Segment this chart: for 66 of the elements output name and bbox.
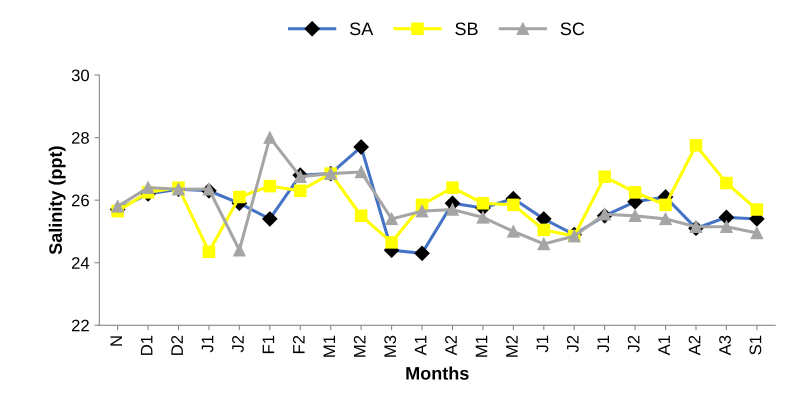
x-tick-label: A1 (414, 336, 426, 356)
point (507, 198, 520, 212)
x-tick-label: A3 (719, 336, 731, 356)
legend-label: SB (455, 22, 478, 36)
x-tick-label: M1 (324, 336, 336, 357)
x-tick-label: F2 (292, 336, 305, 354)
point (538, 224, 550, 236)
point (720, 220, 733, 233)
x-tick-label: M2 (354, 336, 366, 357)
point (476, 197, 490, 210)
point (628, 210, 642, 222)
y-tick-label: 24 (72, 257, 90, 269)
point (507, 225, 520, 238)
point (111, 200, 124, 213)
point (385, 212, 398, 226)
point (264, 180, 276, 192)
point (720, 176, 733, 190)
y-tick-label: 28 (72, 132, 89, 144)
x-tick-label: J1 (202, 336, 214, 352)
x-tick-label: F1 (262, 336, 274, 354)
x-tick-label: A2 (688, 336, 700, 356)
y-tick-label: 30 (72, 69, 90, 82)
point (233, 244, 246, 256)
x-tick-label: S1 (750, 336, 762, 355)
y-tick-label: 22 (72, 320, 89, 332)
x-tick-label: A2 (445, 336, 457, 356)
x-tick-label: J1 (598, 336, 610, 352)
x-tick-label: A1 (658, 336, 670, 356)
x-tick-label: M1 (476, 336, 488, 357)
point (354, 210, 368, 222)
point (446, 203, 459, 216)
point (598, 170, 611, 183)
x-tick-label: M2 (506, 336, 518, 357)
point (264, 131, 276, 144)
point (659, 198, 672, 212)
x-tick-label: N (110, 336, 122, 346)
x-tick-label: D1 (140, 336, 152, 355)
point (750, 226, 764, 240)
x-tick-label: M3 (384, 336, 396, 357)
point (476, 211, 490, 224)
x-tick-label: J1 (536, 336, 548, 352)
point (598, 208, 611, 220)
point (142, 181, 154, 194)
legend-label: SA (350, 22, 374, 36)
x-tick-label: J2 (566, 336, 579, 352)
point (416, 204, 428, 218)
point (538, 238, 550, 250)
point (202, 246, 216, 258)
point (202, 182, 216, 196)
y-axis-title: Salinity (ppt) (48, 146, 66, 254)
point (354, 166, 368, 178)
point (446, 181, 459, 194)
y-tick-label: 26 (72, 194, 89, 206)
x-axis-title: Months (406, 366, 469, 380)
point (690, 139, 702, 152)
x-tick-label: J2 (628, 336, 640, 352)
point (659, 212, 672, 226)
point (690, 220, 702, 233)
point (385, 236, 398, 249)
point (750, 203, 764, 216)
x-tick-label: D2 (171, 336, 183, 355)
point (628, 186, 642, 199)
point (294, 184, 307, 198)
point (233, 190, 246, 204)
legend-label: SC (560, 22, 584, 36)
x-tick-label: J2 (232, 336, 244, 352)
